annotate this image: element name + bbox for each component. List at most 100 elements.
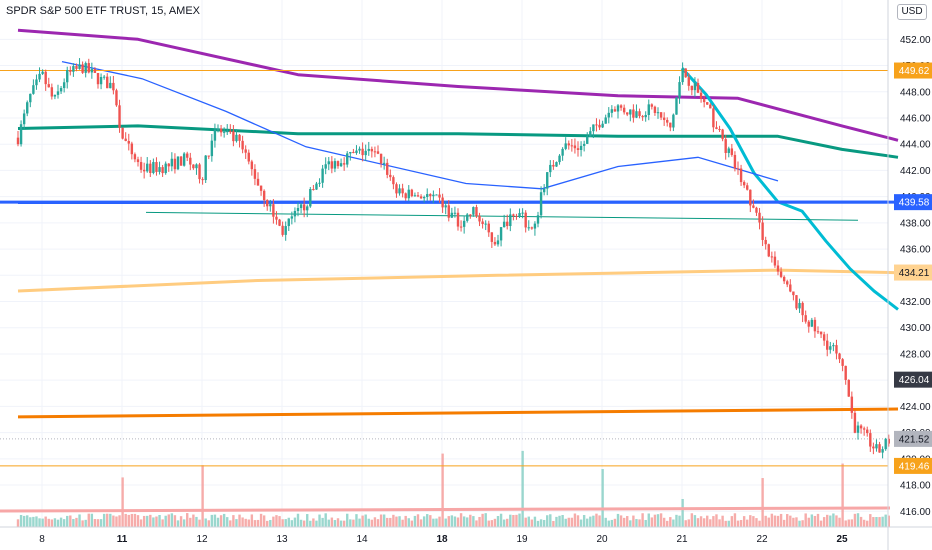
volume-bar <box>509 514 512 527</box>
volume-bar <box>346 513 349 527</box>
candle-body <box>398 188 401 194</box>
candle-body <box>601 123 604 128</box>
candle-body <box>850 396 854 413</box>
volume-bar <box>321 517 324 527</box>
volume-bar <box>481 513 484 527</box>
volume-bar <box>355 514 358 527</box>
volume-bar <box>207 520 210 527</box>
candle-body <box>746 185 749 190</box>
candle-body <box>724 139 727 153</box>
volume-bar <box>109 513 112 527</box>
volume-bar <box>656 514 660 527</box>
y-tick-label: 438.00 <box>900 218 931 229</box>
candle-body <box>238 134 241 141</box>
candle-body <box>730 148 734 155</box>
volume-bar <box>315 520 318 527</box>
x-tick-label: 25 <box>836 534 848 545</box>
candle-body <box>179 156 183 166</box>
volume-bar <box>90 513 94 527</box>
volume-bar <box>121 477 124 527</box>
volume-bar <box>684 520 687 527</box>
candle-body <box>364 150 367 156</box>
volume-bar <box>767 517 770 527</box>
volume-bar <box>416 514 420 527</box>
volume-bar <box>518 513 521 527</box>
candle-body <box>44 71 47 85</box>
volume-bar <box>755 518 758 527</box>
candle-body <box>672 114 675 128</box>
y-tick-label: 452.00 <box>900 35 931 46</box>
candle-body <box>158 167 161 172</box>
candle-body <box>210 140 214 157</box>
volume-bar <box>435 518 438 527</box>
candle-body <box>244 149 247 153</box>
volume-bar <box>441 453 444 527</box>
ma-line-purple <box>17 28 899 142</box>
candle-body <box>66 70 69 83</box>
candle-body <box>106 76 109 89</box>
volume-bar <box>586 518 589 527</box>
price-level-text: 419.46 <box>899 461 930 472</box>
candle-body <box>395 184 398 194</box>
volume-bar <box>229 520 232 527</box>
volume-bar <box>16 519 20 527</box>
volume-bar <box>352 519 355 527</box>
volume-bar <box>253 520 257 527</box>
volume-bar <box>136 515 140 527</box>
volume-bar <box>241 517 244 527</box>
candle-body <box>19 124 23 145</box>
x-tick-label: 12 <box>196 534 208 545</box>
price-label-tag <box>894 264 932 281</box>
candle-body <box>869 433 872 447</box>
candle-body <box>53 94 57 97</box>
volume-bar <box>342 520 346 527</box>
volume-bar <box>324 513 327 527</box>
candle-body <box>302 204 306 211</box>
volume-bar <box>56 519 60 527</box>
volume-bar <box>702 518 706 527</box>
volume-bar <box>613 518 617 527</box>
price-labels: 449.62 439.58 421.52 419.46 434.21 426.04 <box>894 62 932 474</box>
candle-body <box>475 207 478 216</box>
volume-bar <box>579 519 583 527</box>
volume-bar <box>546 515 549 527</box>
volume-bar <box>235 519 238 527</box>
candle-body <box>829 346 832 350</box>
volume-bar <box>226 517 229 527</box>
candle-body <box>102 76 106 78</box>
candle-body <box>853 412 857 433</box>
volume-bar <box>426 514 429 527</box>
volume-bar <box>278 516 281 527</box>
candle-body <box>226 131 229 133</box>
volume-bar <box>192 514 195 527</box>
volume-bar <box>770 513 774 527</box>
volume-bar <box>189 517 192 527</box>
volume-bar <box>804 513 807 527</box>
volume-bar <box>72 518 75 527</box>
candle-body <box>278 219 281 226</box>
volume-bar <box>87 513 90 527</box>
volume-bar <box>487 520 490 527</box>
currency-button[interactable]: USD <box>897 4 927 20</box>
volume-bar <box>302 520 306 527</box>
volume-bar <box>807 517 810 527</box>
candle-body <box>207 155 210 157</box>
volume-bar <box>453 516 457 527</box>
volume-bar <box>238 514 241 527</box>
volume-bar <box>632 515 635 527</box>
volume-bar <box>124 513 127 527</box>
volume-bar <box>312 518 315 527</box>
volume-bar <box>607 520 610 527</box>
volume-bar <box>573 513 577 527</box>
volume-bar <box>195 516 198 527</box>
volume-bar <box>370 519 374 527</box>
time-axis[interactable]: 8 11 12 13 14 18 19 20 21 22 25 <box>0 526 932 545</box>
candle-body <box>469 214 472 216</box>
candle-body <box>641 116 644 118</box>
candle-body <box>422 196 426 199</box>
volume-bar <box>850 519 854 527</box>
y-tick-label: 430.00 <box>900 323 931 334</box>
price-level-tag <box>894 457 932 474</box>
candle-body <box>115 90 118 106</box>
